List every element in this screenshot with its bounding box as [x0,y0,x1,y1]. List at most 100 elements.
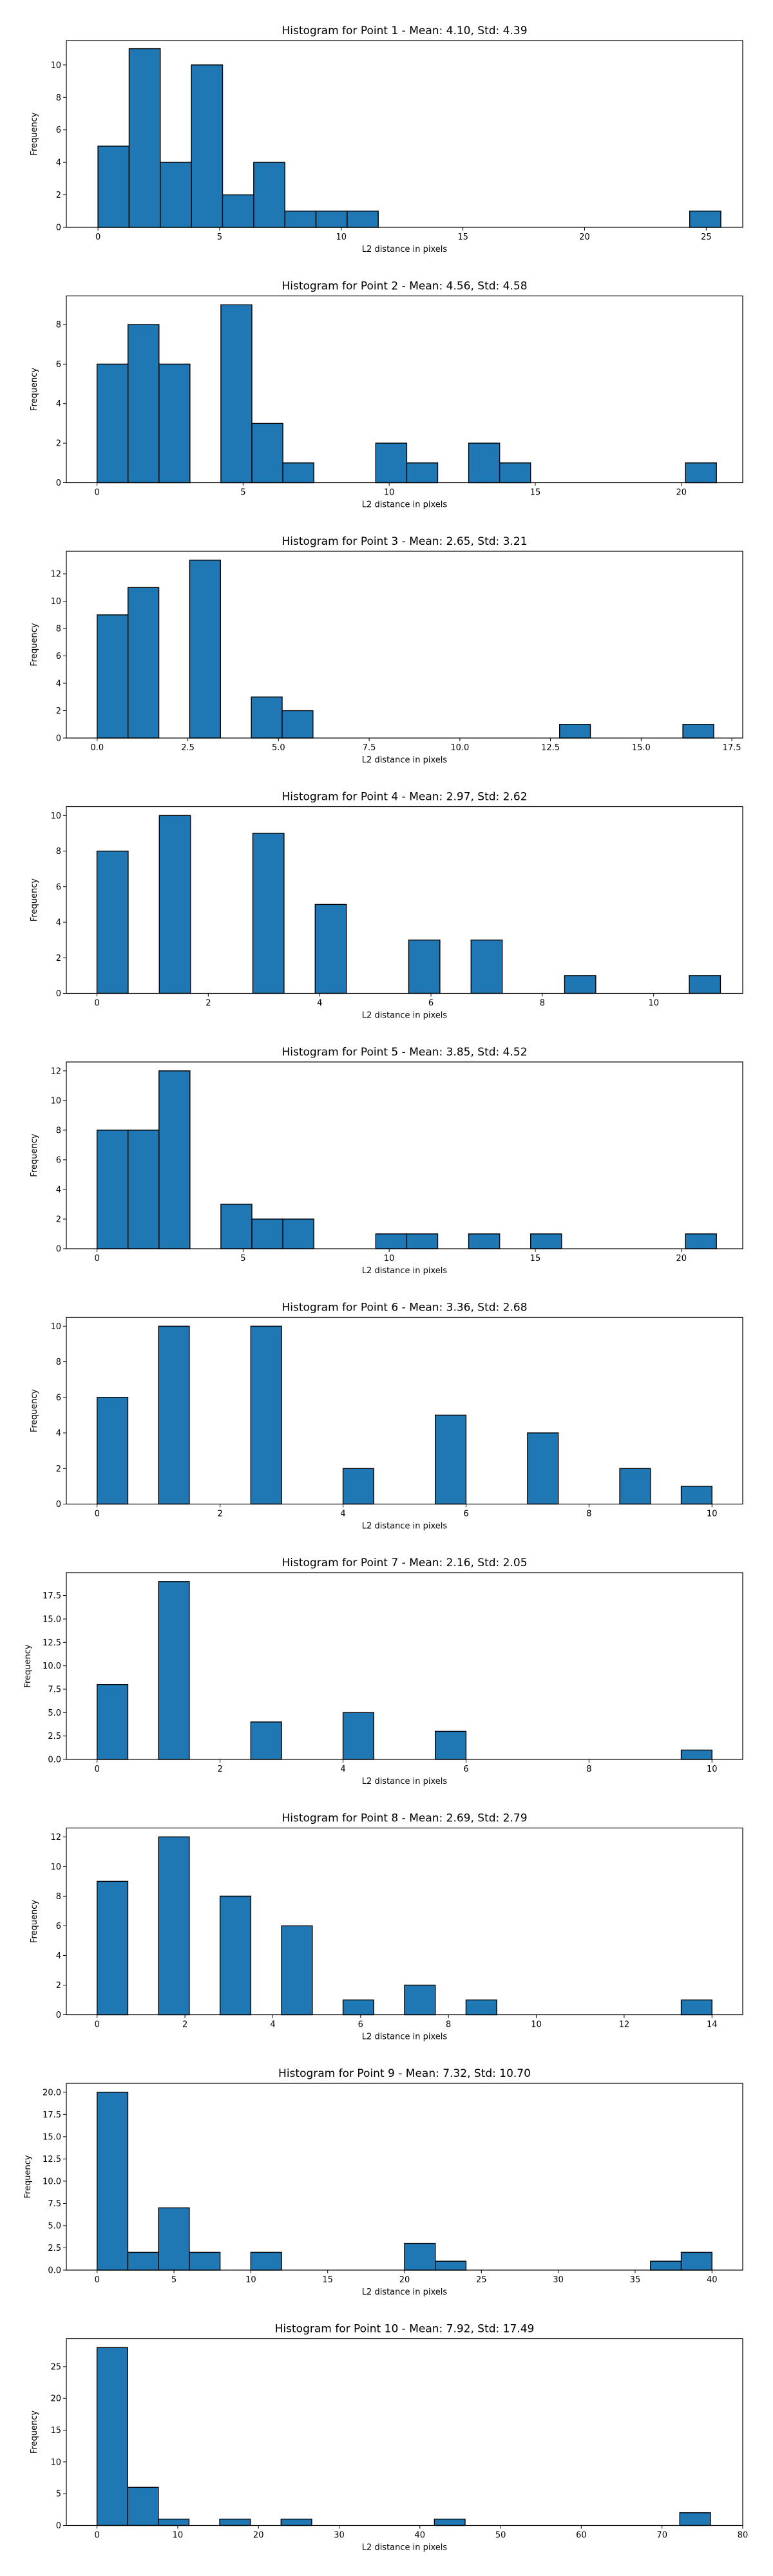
histogram-bar [219,2518,251,2526]
x-tick-label: 5 [171,2275,177,2285]
y-tick-label: 0.0 [48,1756,61,1765]
y-tick-label: 2 [56,706,61,716]
chart-title: Histogram for Point 7 - Mean: 2.16, Std:… [282,1557,527,1569]
x-tick-label: 0 [95,2275,100,2285]
histogram-bar [128,324,160,484]
histogram-panel: Histogram for Point 7 - Mean: 2.16, Std:… [23,1557,743,1786]
y-tick-label: 5.0 [48,1709,61,1718]
y-tick-label: 2 [56,1215,61,1224]
x-tick-label: 70 [656,2531,667,2541]
y-tick-label: 4 [56,1429,61,1439]
chart-title: Histogram for Point 10 - Mean: 7.92, Std… [275,2323,535,2336]
histogram-bar [219,1895,252,2016]
y-tick-label: 15.0 [43,1615,61,1624]
histogram-bar [499,462,531,484]
chart-title: Histogram for Point 2 - Mean: 4.56, Std:… [282,280,527,293]
histogram-panel: Histogram for Point 3 - Mean: 2.65, Std:… [30,535,743,765]
x-tick-label: 10 [707,1765,718,1774]
histogram-bar [470,939,503,994]
histogram-bar [189,2251,221,2271]
histogram-bar [252,833,285,994]
x-tick-label: 8 [446,2020,451,2030]
y-tick-label: 4 [56,679,61,689]
histogram-panel: Histogram for Point 10 - Mean: 7.92, Std… [30,2323,748,2553]
x-tick-label: 5 [240,488,245,498]
histogram-bar [220,1204,253,1249]
histogram-bar [315,211,348,228]
x-tick-label: 0 [95,232,100,242]
y-tick-label: 10.0 [43,1662,61,1671]
y-tick-label: 4 [56,158,61,168]
histogram-bar [127,2486,159,2526]
y-tick-label: 12 [50,1833,61,1842]
x-tick-label: 8 [586,1510,591,1519]
y-tick-label: 7.5 [48,1685,61,1694]
x-tick-label: 0 [95,1510,100,1519]
y-tick-label: 6 [56,652,61,661]
histogram-bar [128,48,161,228]
y-axis-label: Frequency [30,1900,39,1943]
histogram-bar [408,939,441,994]
x-axis-label: L2 distance in pixels [362,1777,448,1786]
y-tick-label: 8 [56,847,61,857]
histogram-bar [96,363,129,484]
x-tick-label: 2 [182,2020,187,2030]
y-tick-label: 15 [50,2426,61,2436]
y-tick-label: 10 [50,811,61,821]
y-tick-label: 12.5 [43,2155,61,2164]
y-tick-label: 0 [56,1245,61,1255]
y-tick-label: 25 [50,2362,61,2372]
y-tick-label: 10 [50,2458,61,2467]
histogram-bar [282,462,314,484]
y-tick-label: 17.5 [43,1591,61,1601]
y-axis-label: Frequency [30,623,39,666]
chart-title: Histogram for Point 1 - Mean: 4.10, Std:… [282,24,527,37]
y-tick-label: 6 [56,882,61,892]
x-tick-label: 2 [217,1765,222,1774]
histogram-panel: Histogram for Point 8 - Mean: 2.69, Std:… [30,1812,743,2042]
axes-frame [66,806,743,994]
histogram-bar [127,2251,159,2271]
axes-frame [66,1061,743,1249]
x-axis-label: L2 distance in pixels [362,500,448,510]
x-tick-label: 40 [707,2275,718,2285]
histogram-bar [251,1218,283,1249]
histogram-bar [253,162,285,228]
y-tick-label: 8 [56,1126,61,1135]
histogram-bar [158,2207,190,2271]
y-axis-label: Frequency [30,368,39,411]
histogram-bar [158,1581,190,1760]
histogram-bar [250,1721,282,1760]
x-tick-label: 10 [336,232,347,242]
histogram-bar [128,587,160,739]
y-tick-label: 12.5 [43,1638,61,1648]
x-tick-label: 10 [648,999,659,1009]
histogram-bar [96,850,129,994]
histogram-bar [97,1880,129,2016]
chart-title: Histogram for Point 8 - Mean: 2.69, Std:… [282,1812,527,1825]
x-tick-label: 0 [94,488,99,498]
y-tick-label: 6 [56,126,61,135]
histogram-bar [251,696,283,739]
x-tick-label: 0 [94,2531,99,2541]
x-axis-label: L2 distance in pixels [362,2032,448,2042]
x-tick-label: 6 [463,1510,468,1519]
histogram-bar [250,2251,282,2271]
axes-frame [66,551,743,739]
x-tick-label: 2 [205,999,211,1009]
x-tick-label: 25 [701,232,712,242]
x-tick-label: 12.5 [541,743,560,753]
histogram-bar [191,64,224,228]
x-tick-label: 12 [619,2020,630,2030]
x-tick-label: 15 [322,2275,333,2285]
x-tick-label: 10 [707,1510,718,1519]
y-tick-label: 8 [56,93,61,103]
histogram-bar [680,1486,712,1505]
y-tick-label: 0 [56,989,61,999]
histogram-bar [347,211,379,228]
y-tick-label: 20.0 [43,2088,61,2098]
x-axis-label: L2 distance in pixels [362,1266,448,1276]
histogram-bar [685,462,717,484]
chart-title: Histogram for Point 9 - Mean: 7.32, Std:… [278,2067,531,2080]
y-tick-label: 5 [56,2490,61,2499]
